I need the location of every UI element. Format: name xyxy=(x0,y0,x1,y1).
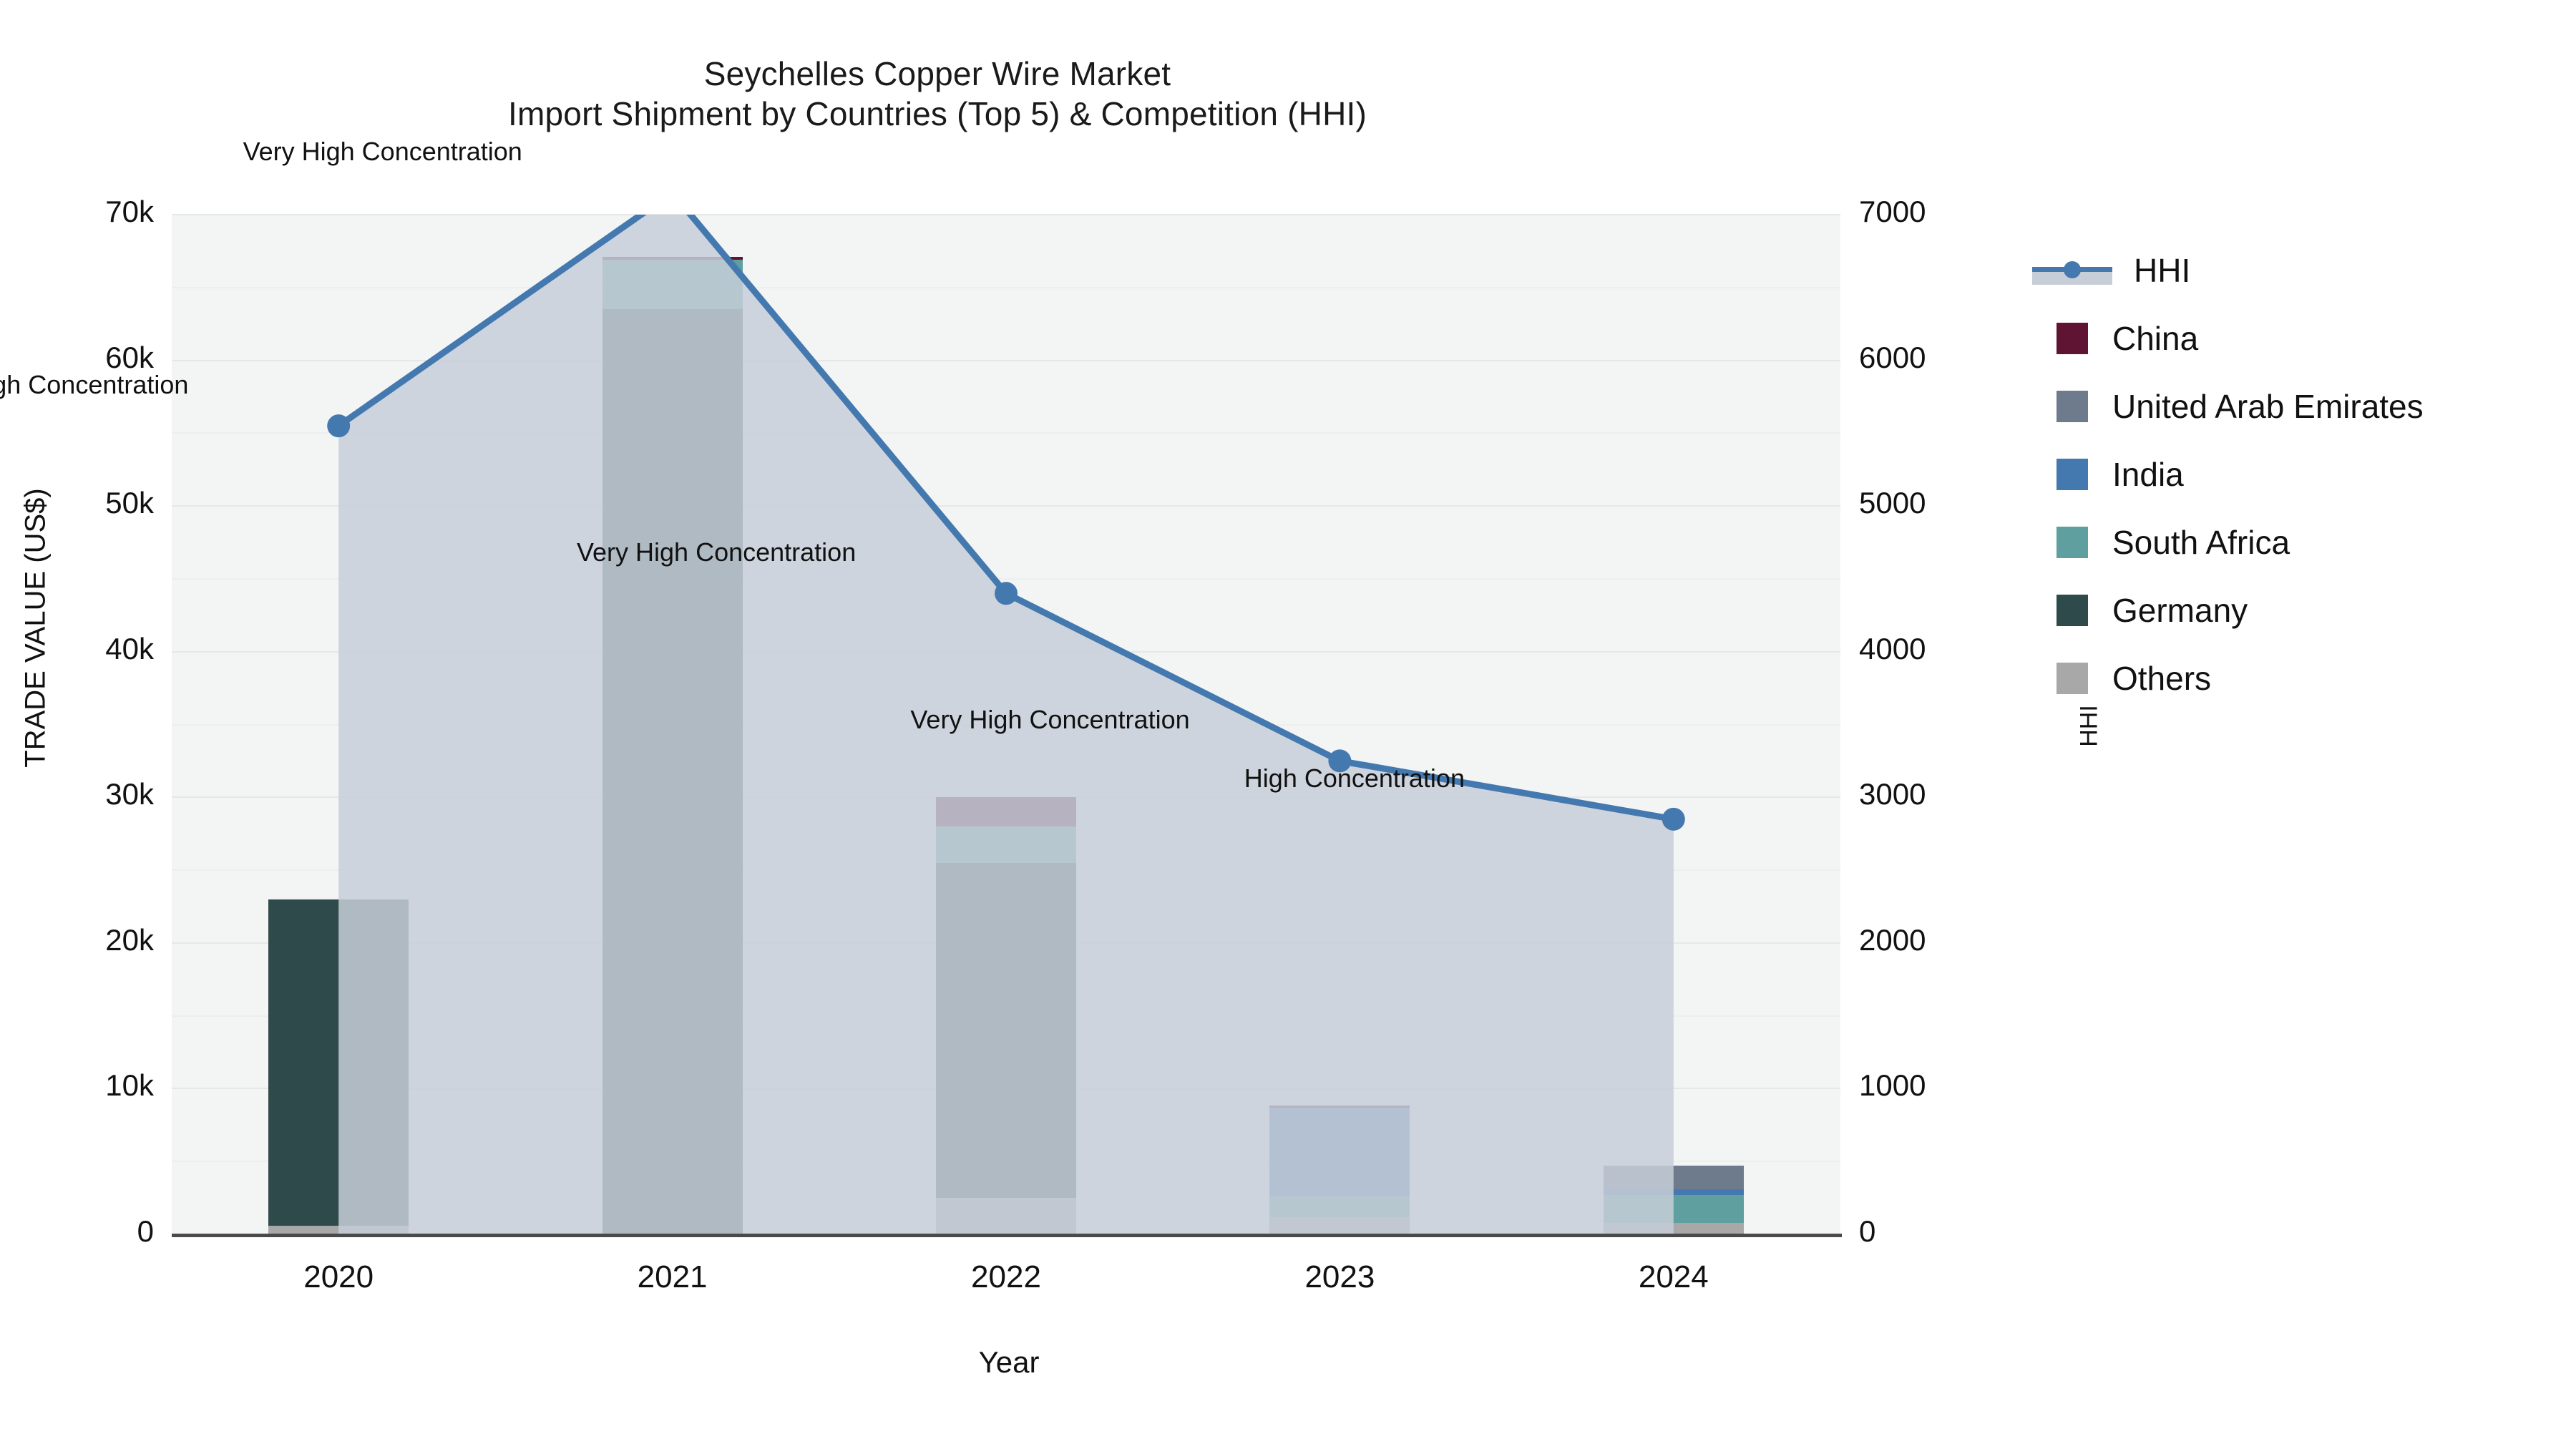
legend-item-south-africa[interactable]: South Africa xyxy=(2032,508,2424,576)
legend-label: China xyxy=(2112,319,2199,357)
legend-label: Others xyxy=(2112,659,2212,697)
x-axis-tick: 2022 xyxy=(971,1259,1041,1294)
y-axis-left-tick: 50k xyxy=(105,486,154,520)
chart-title-line-1: Seychelles Copper Wire Market xyxy=(703,55,1171,92)
gridline xyxy=(172,577,1840,580)
y-axis-left-tick: 40k xyxy=(105,631,154,665)
legend-item-united-arab-emirates[interactable]: United Arab Emirates xyxy=(2032,372,2424,440)
legend-swatch-icon xyxy=(2057,458,2088,490)
x-axis-label: Year xyxy=(978,1345,1040,1379)
legend-label: United Arab Emirates xyxy=(2112,387,2424,425)
gridline xyxy=(172,286,1840,288)
concentration-annotation: High Concentration xyxy=(1244,763,1465,793)
hhi-marker: 2020: 5550 xyxy=(327,414,351,438)
y-axis-left-tick: 30k xyxy=(105,777,154,811)
legend-item-hhi[interactable]: HHI xyxy=(2032,236,2424,304)
y-axis-right-tick: 7000 xyxy=(1859,195,1926,228)
plot-area: 2020: 55502021: 71502022: 44002023: 3250… xyxy=(0,137,1840,1235)
y-axis-left-label: TRADE VALUE (US$) xyxy=(19,488,52,768)
legend-item-germany[interactable]: Germany xyxy=(2032,576,2424,644)
gridline xyxy=(172,214,1840,215)
y-axis-right-tick: 3000 xyxy=(1859,777,1926,811)
hhi-marker: 2023: 3250 xyxy=(1328,749,1352,773)
legend-label: HHI xyxy=(2134,251,2191,289)
x-axis-tick: 2021 xyxy=(637,1259,708,1294)
hhi-area-fill xyxy=(338,215,1674,1234)
concentration-annotation: Very High Concentration xyxy=(0,370,189,400)
y-axis-left-tick: 10k xyxy=(105,1068,154,1103)
chart-title: Seychelles Copper Wire Market Import Shi… xyxy=(0,54,1875,134)
x-axis-tick: 2024 xyxy=(1638,1259,1709,1294)
legend-item-india[interactable]: India xyxy=(2032,440,2424,508)
y-axis-left-tick: 20k xyxy=(105,922,154,957)
chart-title-line-2: Import Shipment by Countries (Top 5) & C… xyxy=(508,95,1367,133)
y-axis-right-tick: 0 xyxy=(1859,1214,1876,1248)
y-axis-right-tick: 1000 xyxy=(1859,1068,1926,1103)
legend-item-others[interactable]: Others xyxy=(2032,644,2424,712)
hhi-series-layer: 2020: 55502021: 71502022: 44002023: 3250… xyxy=(327,215,1685,1234)
y-axis-left-tick: 0 xyxy=(137,1214,154,1248)
legend-swatch-icon xyxy=(2057,322,2088,354)
legend-line-marker-icon xyxy=(2032,255,2112,286)
hhi-marker: 2024: 2850 xyxy=(1662,807,1685,831)
y-axis-left-tick: 60k xyxy=(105,340,154,374)
legend-label: India xyxy=(2112,455,2184,493)
legend-swatch-icon xyxy=(2057,390,2088,422)
hhi-marker: 2022: 4400 xyxy=(995,582,1018,605)
legend-label: South Africa xyxy=(2112,523,2290,561)
legend: HHI China United Arab Emirates India South A… xyxy=(2032,236,2424,712)
gridline xyxy=(172,432,1840,434)
legend-item-china[interactable]: China xyxy=(2032,304,2424,372)
x-axis-tick: 2020 xyxy=(303,1259,374,1294)
y-axis-right-tick: 5000 xyxy=(1859,486,1926,520)
y-axis-left-tick: 70k xyxy=(105,195,154,228)
concentration-annotation: Very High Concentration xyxy=(910,705,1190,735)
x-axis-line xyxy=(172,1234,1842,1237)
legend-swatch-icon xyxy=(2057,594,2088,626)
legend-label: Germany xyxy=(2112,591,2248,629)
gridline xyxy=(172,359,1840,361)
legend-swatch-icon xyxy=(2057,526,2088,558)
gridline xyxy=(172,505,1840,507)
y-axis-right-tick: 4000 xyxy=(1859,631,1926,665)
concentration-annotation: Very High Concentration xyxy=(243,137,522,167)
y-axis-right-tick: 6000 xyxy=(1859,340,1926,374)
y-axis-right-tick: 2000 xyxy=(1859,922,1926,957)
concentration-annotation: Very High Concentration xyxy=(577,537,857,567)
x-axis-tick: 2023 xyxy=(1304,1259,1375,1294)
legend-swatch-icon xyxy=(2057,662,2088,694)
